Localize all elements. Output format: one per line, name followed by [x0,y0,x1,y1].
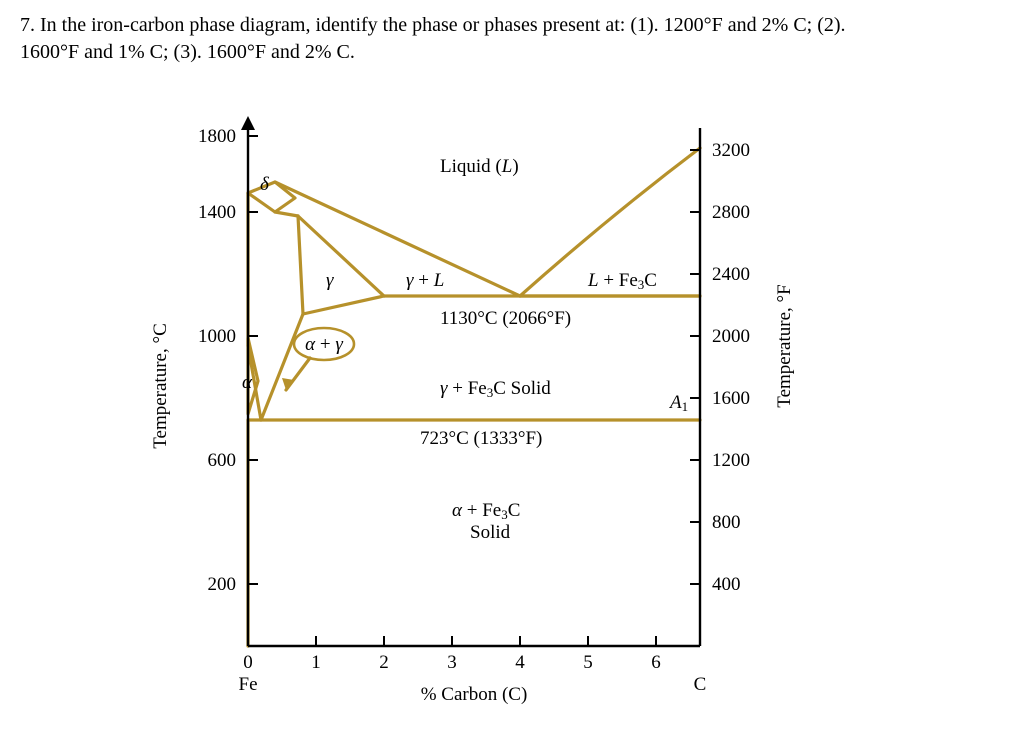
right-tick-label: 400 [712,574,741,595]
question-number: 7. [20,14,35,36]
right-tick-label: 2000 [712,326,750,347]
x-tick-label: 2 [379,652,389,673]
y-axis-left-label: Temperature, °C [150,323,171,449]
label-gamma-plus-L: γ + L [406,270,444,291]
right-tick-label: 800 [712,512,741,533]
label-A1: A1 [668,392,688,414]
phase-boundary [275,182,520,296]
right-tick-label: 1600 [712,388,750,409]
left-tick-label: 1000 [198,326,236,347]
label-alpha-Fe3C: α + Fe3C [452,500,520,522]
phase-boundary [298,216,303,314]
x-tick-label: 6 [651,652,661,673]
phase-diagram: 200 600 1000 1400 1800 400 800 1200 1600 2000 2400… [140,86,880,726]
label-gamma-Fe3C-solid: γ + Fe3C Solid [440,378,551,400]
x-tick-label: 0 [243,652,253,673]
phase-boundary [261,314,303,420]
x-tick-label: 3 [447,652,457,673]
left-tick-label: 1800 [198,126,236,147]
label-alpha-plus-gamma: α + γ [305,334,343,355]
label-L-plus-Fe3C: L + Fe3C [587,270,657,292]
left-tick-label: 200 [208,574,237,595]
left-tick-label: 600 [208,450,237,471]
right-tick-label: 2800 [712,202,750,223]
label-eutectic-temp: 1130°C (2066°F) [440,308,571,329]
label-eutectoid-temp: 723°C (1333°F) [420,428,542,449]
label-liquid: Liquid (L) [440,156,519,177]
question-text: 7. In the iron-carbon phase diagram, ide… [20,12,1000,66]
y-axis-right-label: Temperature, °F [774,284,795,407]
phase-boundary [303,296,384,314]
carbon-element-label: C [694,674,707,695]
left-tick-label: 1400 [198,202,236,223]
y-axis-arrow [241,116,255,130]
x-tick-label: 4 [515,652,525,673]
x-tick-label: 1 [311,652,321,673]
right-tick-label: 1200 [712,450,750,471]
label-solid: Solid [470,522,511,543]
x-axis-label: % Carbon (C) [421,684,528,705]
x-tick-label: 5 [583,652,593,673]
origin-element-label: Fe [239,674,258,695]
right-tick-label: 2400 [712,264,750,285]
phase-boundary [275,212,298,216]
label-delta: δ [260,174,270,195]
question-line2: 1600°F and 1% C; (3). 1600°F and 2% C. [20,41,355,63]
label-gamma: γ [326,270,334,291]
label-alpha: α [242,372,253,393]
question-line1: In the iron-carbon phase diagram, identi… [40,14,846,36]
right-tick-label: 3200 [712,140,750,161]
